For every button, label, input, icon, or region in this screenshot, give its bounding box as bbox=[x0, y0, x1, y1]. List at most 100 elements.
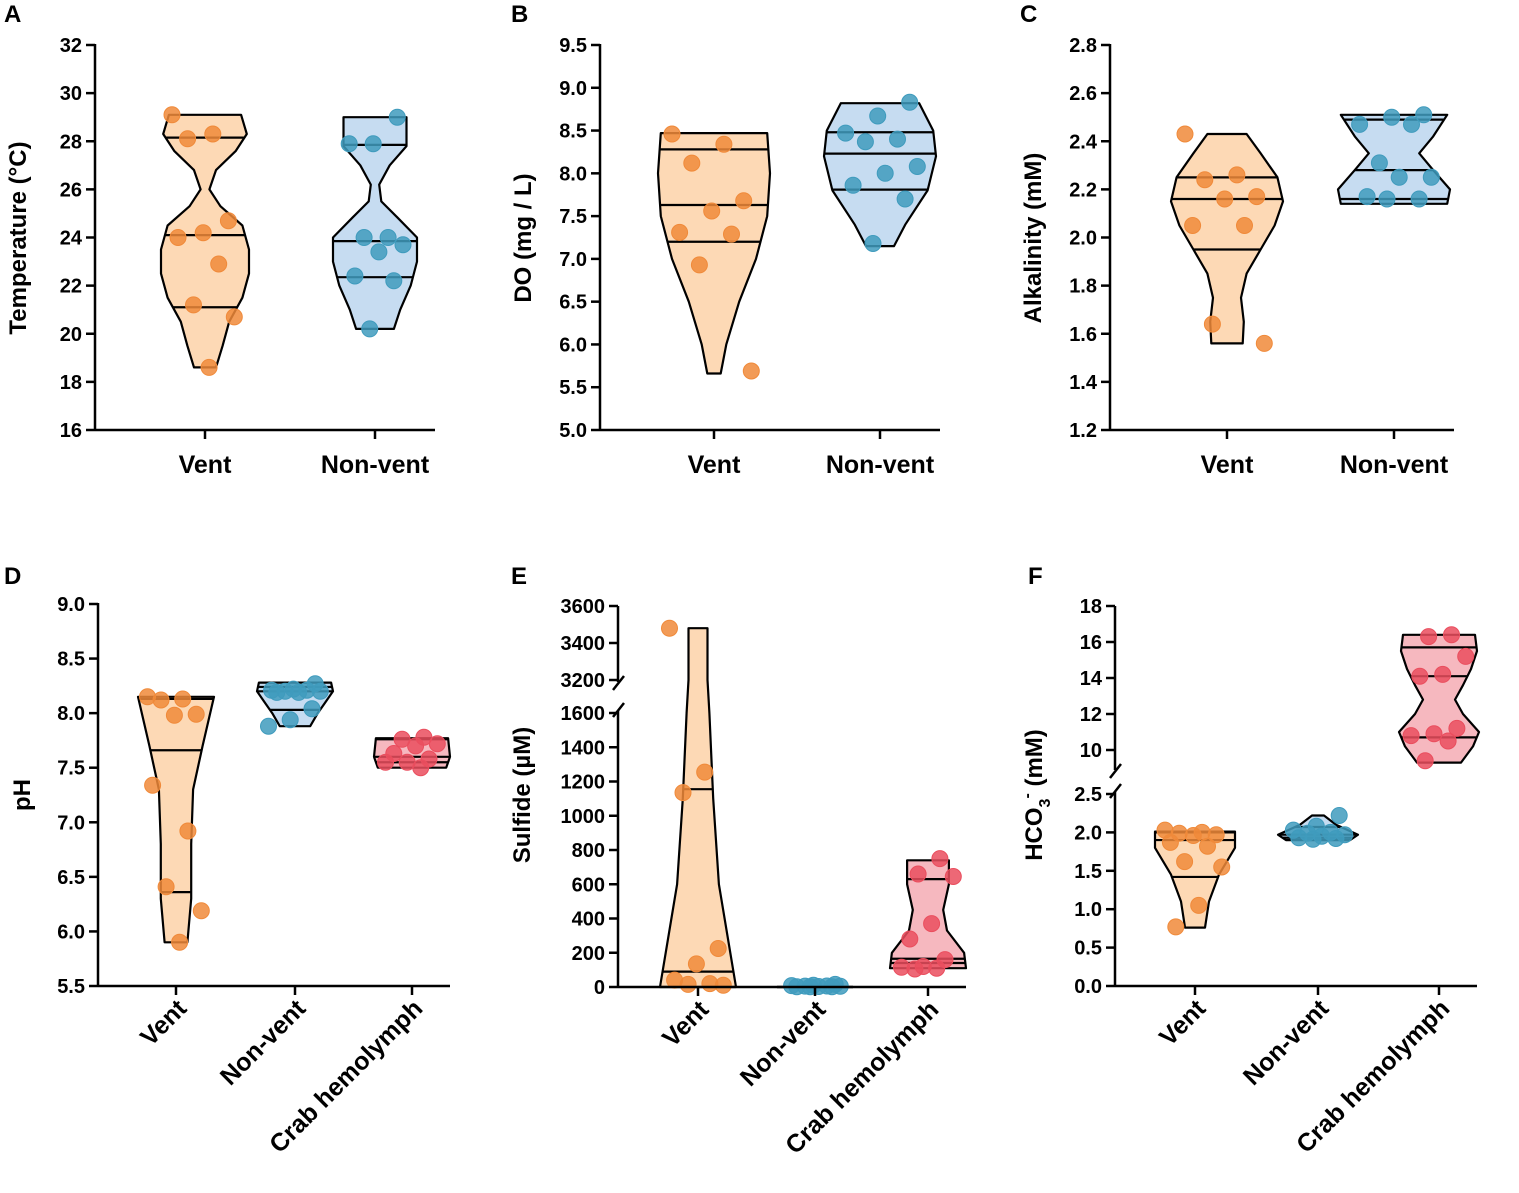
y-ticks-f: 0.0 0.5 1.0 1.5 2.0 2.5 10 12 14 16 18 bbox=[1074, 596, 1115, 998]
data-point bbox=[192, 902, 210, 920]
data-point bbox=[663, 125, 681, 143]
y-tick-label: 3200 bbox=[561, 670, 606, 692]
data-point bbox=[1207, 826, 1225, 844]
data-point bbox=[931, 850, 949, 868]
y-axis-label-f-sub: 3 bbox=[1037, 798, 1054, 807]
x-categories-c: Vent Non-vent bbox=[1201, 451, 1449, 479]
data-point bbox=[1248, 188, 1266, 206]
y-tick-label: 8.0 bbox=[57, 703, 85, 725]
y-tick-label: 3400 bbox=[561, 633, 606, 655]
y-tick-label: 1000 bbox=[561, 806, 606, 828]
y-tick-label: 1400 bbox=[561, 737, 606, 759]
data-point bbox=[428, 735, 446, 753]
data-point bbox=[385, 272, 403, 290]
data-point bbox=[1161, 833, 1179, 851]
y-axis-label-f: HCO3- (mM) bbox=[1019, 729, 1054, 861]
data-point bbox=[144, 776, 162, 794]
category-label: Non-vent bbox=[321, 451, 430, 479]
y-tick-label: 6.0 bbox=[559, 334, 587, 356]
violins-d bbox=[136, 675, 452, 951]
violins-a bbox=[159, 106, 419, 376]
violin-non-vent bbox=[1336, 106, 1452, 208]
data-point bbox=[742, 362, 760, 380]
data-point bbox=[1213, 858, 1231, 876]
y-tick-label: 9.0 bbox=[559, 78, 587, 100]
x-categories-b: Vent Non-vent bbox=[688, 451, 935, 479]
y-tick-label: 16 bbox=[1080, 632, 1102, 654]
data-point bbox=[163, 106, 181, 124]
axis-break-mark bbox=[1109, 783, 1122, 799]
axis-break-mark bbox=[612, 702, 625, 718]
data-point bbox=[661, 619, 678, 637]
y-ticks-c: 1.2 1.4 1.6 1.8 2.0 2.2 2.4 2.6 2.8 bbox=[1069, 35, 1110, 442]
data-point bbox=[1415, 106, 1433, 124]
y-axis-label-c: Alkalinity (mM) bbox=[1020, 153, 1047, 324]
y-tick-label: 6.5 bbox=[57, 867, 85, 889]
y-tick-label: 7.0 bbox=[57, 812, 85, 834]
category-label: Vent bbox=[1154, 994, 1212, 1052]
y-tick-label: 12 bbox=[1080, 704, 1102, 726]
axis-break-mark bbox=[1109, 763, 1122, 779]
y-tick-label: 5.5 bbox=[559, 377, 587, 399]
y-tick-label: 1.0 bbox=[1074, 899, 1102, 921]
y-tick-label: 9.5 bbox=[559, 35, 587, 57]
y-tick-label: 2.5 bbox=[1074, 784, 1102, 806]
data-point bbox=[187, 705, 205, 723]
data-point bbox=[687, 955, 705, 973]
data-point bbox=[901, 930, 919, 948]
data-point bbox=[715, 135, 733, 153]
data-point bbox=[1216, 190, 1234, 208]
y-tick-label: 0.5 bbox=[1074, 938, 1102, 960]
category-label: Non-vent bbox=[215, 994, 312, 1091]
data-point bbox=[1410, 190, 1428, 208]
violin-vent bbox=[656, 125, 772, 380]
data-point bbox=[683, 154, 701, 172]
data-point bbox=[714, 976, 732, 994]
data-point bbox=[1184, 827, 1202, 844]
data-point bbox=[185, 296, 202, 314]
y-axis-label-d: pH bbox=[9, 779, 36, 811]
category-label: Non-vent bbox=[1340, 451, 1449, 479]
data-point bbox=[703, 202, 721, 220]
data-point bbox=[311, 682, 329, 700]
data-point bbox=[709, 940, 727, 957]
axes-f bbox=[1109, 606, 1477, 995]
y-tick-label: 1200 bbox=[561, 772, 606, 794]
y-tick-label: 0 bbox=[594, 977, 605, 999]
data-point bbox=[690, 256, 708, 274]
x-categories-a: Vent Non-vent bbox=[179, 451, 430, 479]
data-point bbox=[1228, 166, 1246, 184]
y-tick-label: 8.5 bbox=[559, 121, 587, 143]
data-point bbox=[412, 759, 430, 777]
data-point bbox=[260, 717, 277, 735]
data-point bbox=[1236, 217, 1253, 234]
data-point bbox=[906, 960, 924, 978]
violin-crab-hemolymph bbox=[888, 850, 968, 978]
data-point bbox=[393, 730, 411, 748]
data-point bbox=[896, 190, 914, 208]
data-point bbox=[1448, 719, 1466, 737]
y-tick-label: 5.0 bbox=[559, 420, 587, 442]
data-point bbox=[876, 164, 894, 182]
y-tick-label: 200 bbox=[572, 943, 605, 965]
axes-d bbox=[96, 603, 450, 995]
data-point bbox=[908, 158, 926, 175]
axes-e bbox=[612, 606, 966, 996]
data-point bbox=[1190, 896, 1208, 914]
category-label: Non-vent bbox=[1238, 994, 1335, 1091]
y-tick-label: 9.0 bbox=[57, 594, 85, 616]
axis-break-mark bbox=[612, 675, 625, 691]
data-point bbox=[856, 133, 874, 151]
data-point bbox=[1378, 190, 1396, 208]
data-point bbox=[928, 959, 946, 977]
data-point bbox=[696, 763, 714, 781]
data-point bbox=[407, 737, 425, 755]
panel-label-c: C bbox=[1020, 1, 1037, 28]
violin-non-vent bbox=[255, 675, 335, 735]
panel-label-a: A bbox=[4, 1, 21, 28]
data-point bbox=[394, 236, 412, 254]
data-point bbox=[1416, 752, 1434, 770]
y-tick-label: 7.5 bbox=[559, 206, 587, 228]
